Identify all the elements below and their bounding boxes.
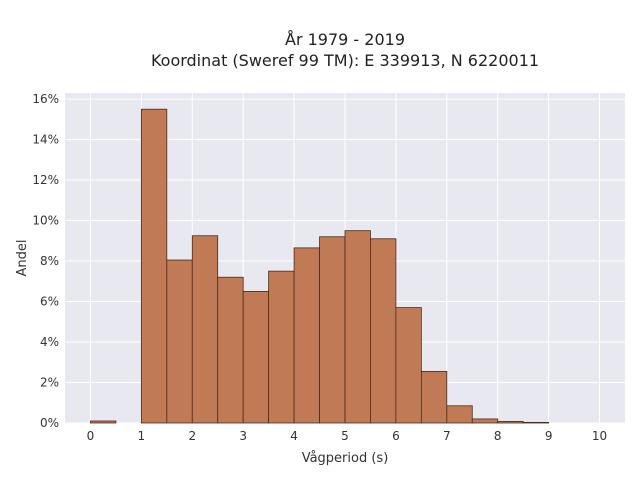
y-tick-label-8: 16% bbox=[32, 92, 59, 106]
y-tick-label-2: 4% bbox=[40, 335, 59, 349]
histogram-bars bbox=[90, 108, 550, 424]
x-tick-label-0: 0 bbox=[87, 429, 95, 443]
y-tick-label-5: 10% bbox=[32, 214, 59, 228]
y-tick-label-6: 12% bbox=[32, 173, 59, 187]
x-tick-label-3: 3 bbox=[239, 429, 247, 443]
histogram-bar-13 bbox=[446, 405, 473, 424]
chart-title-line-1: År 1979 - 2019 bbox=[285, 30, 405, 49]
histogram-bar-10 bbox=[370, 238, 397, 424]
histogram-bar-11 bbox=[395, 307, 422, 424]
x-tick-label-2: 2 bbox=[188, 429, 196, 443]
histogram-bar-4 bbox=[217, 276, 244, 424]
y-tick-label-3: 6% bbox=[40, 295, 59, 309]
histogram-bar-2 bbox=[166, 259, 193, 424]
y-axis-label: Andel bbox=[15, 240, 30, 277]
y-axis-ticks: 0% 2% 4% 6% 8% 10% 12% 14% 16% bbox=[32, 92, 59, 430]
histogram-bar-3 bbox=[191, 235, 219, 424]
x-axis-ticks: 0 1 2 3 4 5 6 7 8 9 10 bbox=[87, 429, 608, 443]
histogram-bar-0 bbox=[90, 420, 117, 424]
x-tick-label-7: 7 bbox=[443, 429, 451, 443]
y-tick-label-1: 2% bbox=[40, 376, 59, 390]
x-tick-label-6: 6 bbox=[392, 429, 400, 443]
histogram-bar-16 bbox=[522, 421, 550, 424]
histogram-bar-15 bbox=[497, 420, 524, 424]
histogram-bar-1 bbox=[140, 108, 168, 424]
histogram-bar-14 bbox=[471, 418, 499, 424]
histogram-bar-8 bbox=[319, 236, 346, 424]
x-tick-label-1: 1 bbox=[138, 429, 146, 443]
histogram-bar-5 bbox=[242, 291, 270, 424]
chart-title-line-2: Koordinat (Sweref 99 TM): E 339913, N 62… bbox=[151, 51, 539, 70]
histogram-bar-12 bbox=[420, 370, 448, 424]
y-tick-label-0: 0% bbox=[40, 416, 59, 430]
histogram-bar-7 bbox=[293, 247, 320, 424]
x-tick-label-5: 5 bbox=[341, 429, 349, 443]
histogram-bar-6 bbox=[268, 270, 295, 424]
x-tick-label-8: 8 bbox=[494, 429, 502, 443]
x-tick-label-10: 10 bbox=[592, 429, 607, 443]
x-axis-label: Vågperiod (s) bbox=[302, 451, 389, 466]
x-tick-label-9: 9 bbox=[545, 429, 553, 443]
histogram-bar-9 bbox=[344, 230, 371, 424]
y-tick-label-4: 8% bbox=[40, 254, 59, 268]
y-tick-label-7: 14% bbox=[32, 133, 59, 147]
x-tick-label-4: 4 bbox=[290, 429, 298, 443]
